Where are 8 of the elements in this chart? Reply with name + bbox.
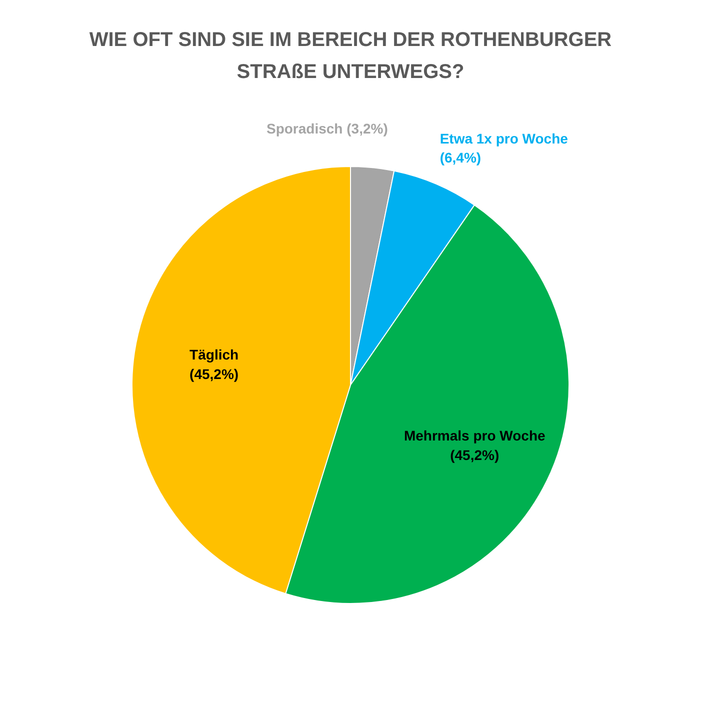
chart-title: WIE OFT SIND SIE IM BEREICH DER ROTHENBURGER STRAßE UNTERWEGS? xyxy=(89,29,612,84)
data-label: (6,4%) xyxy=(440,150,482,166)
data-label: (45,2%) xyxy=(190,366,239,382)
slice-label: Mehrmals pro Woche xyxy=(404,428,546,444)
slice-label: Täglich xyxy=(190,346,239,363)
data-label: (45,2%) xyxy=(450,446,500,463)
slice-label: Etwa 1x pro Woche xyxy=(440,130,568,146)
slice-label: Sporadisch (3,2%) xyxy=(266,120,388,137)
